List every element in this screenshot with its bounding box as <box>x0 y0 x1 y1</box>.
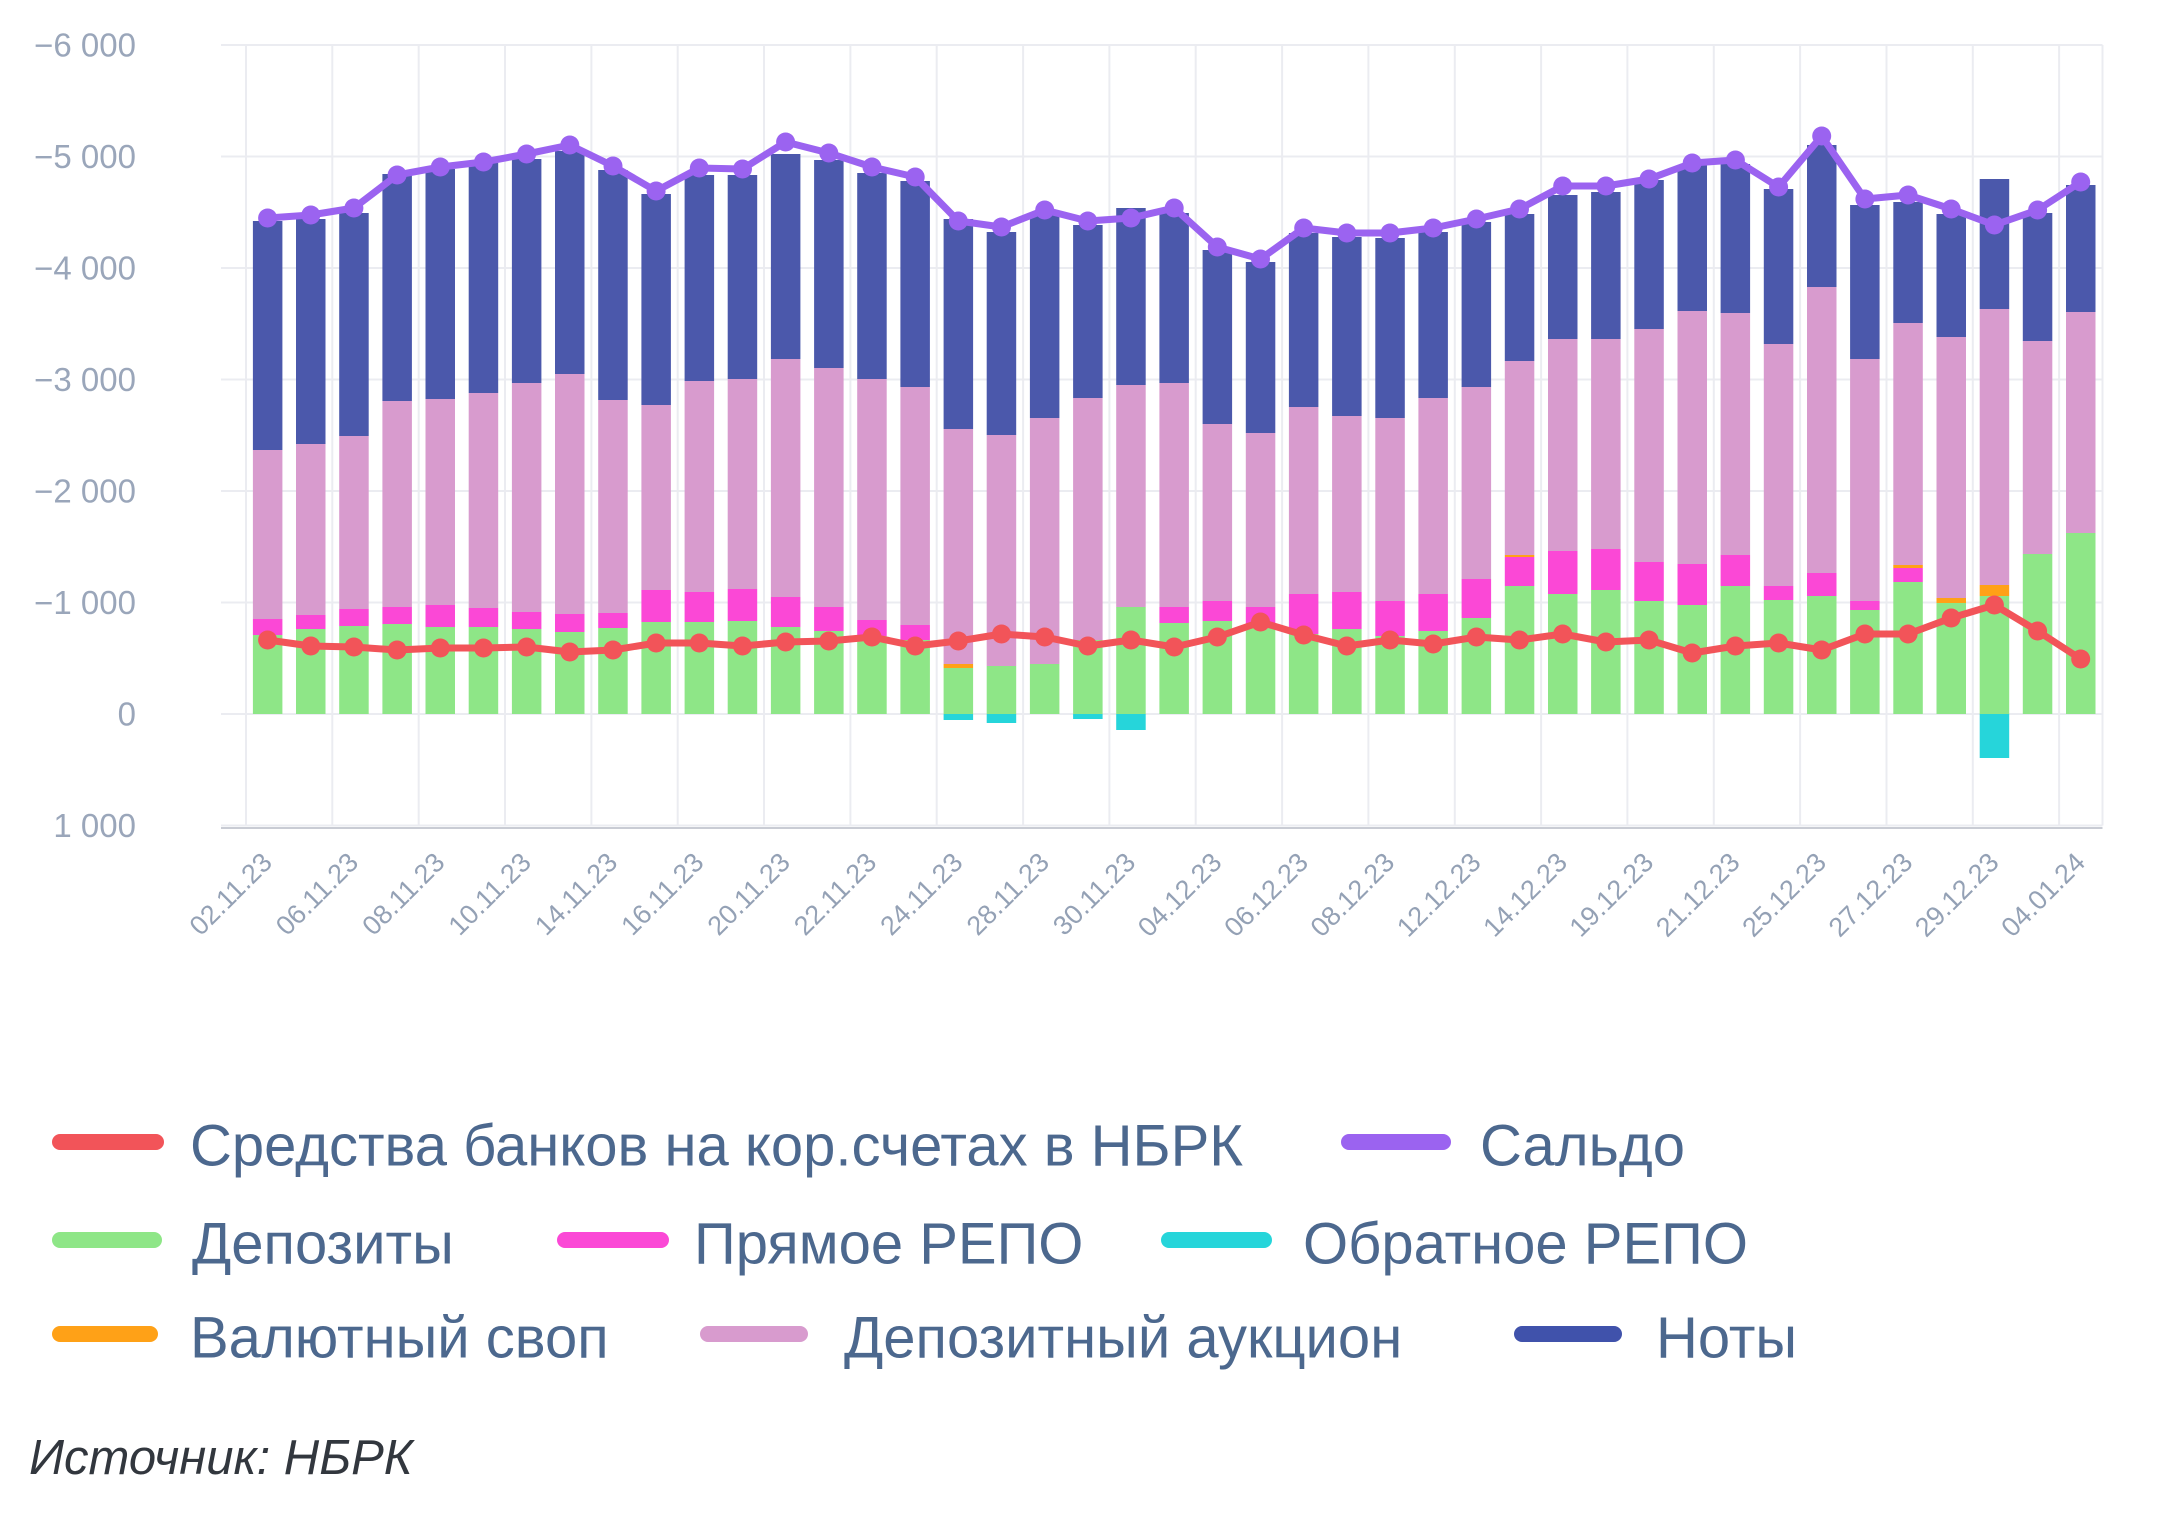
svg-text:−4 000: −4 000 <box>34 250 136 287</box>
svg-text:−6 000: −6 000 <box>34 27 136 64</box>
svg-text:Средства банков на кор.счетах: Средства банков на кор.счетах в НБРК <box>190 1114 1243 1179</box>
svg-text:−3 000: −3 000 <box>34 361 136 398</box>
svg-text:Ноты: Ноты <box>1656 1306 1797 1371</box>
svg-text:Источник: НБРК: Источник: НБРК <box>29 1431 416 1485</box>
svg-text:Депозитный аукцион: Депозитный аукцион <box>844 1306 1402 1371</box>
svg-text:Прямое РЕПО: Прямое РЕПО <box>694 1212 1083 1277</box>
svg-text:Обратное РЕПО: Обратное РЕПО <box>1303 1212 1748 1277</box>
svg-text:−1 000: −1 000 <box>34 584 136 621</box>
svg-text:1 000: 1 000 <box>53 807 136 844</box>
svg-text:−2 000: −2 000 <box>34 473 136 510</box>
svg-text:Сальдо: Сальдо <box>1480 1114 1685 1179</box>
svg-text:0: 0 <box>118 696 136 733</box>
svg-text:Валютный своп: Валютный своп <box>190 1306 609 1371</box>
svg-text:Депозиты: Депозиты <box>192 1212 454 1277</box>
svg-text:−5 000: −5 000 <box>34 138 136 175</box>
